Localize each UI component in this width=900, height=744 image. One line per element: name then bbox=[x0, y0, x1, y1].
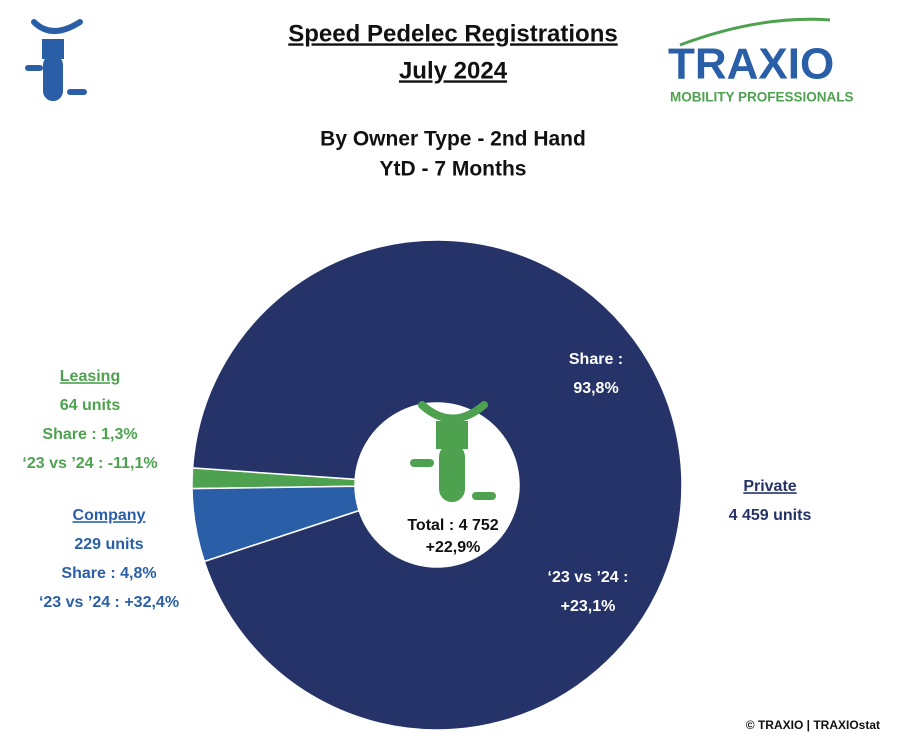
category-label: Company bbox=[73, 507, 146, 524]
value-label: 64 units bbox=[60, 397, 121, 414]
share-label: 93,8% bbox=[573, 380, 618, 397]
change-label: +23,1% bbox=[561, 598, 616, 615]
heading: YtD - 7 Months bbox=[380, 158, 527, 181]
chart-title: Speed Pedelec Registrations bbox=[288, 20, 617, 47]
share-label: Share : bbox=[569, 351, 623, 368]
pie-slice bbox=[191, 239, 683, 731]
icon-head bbox=[436, 421, 468, 449]
category-label: Private bbox=[743, 478, 796, 495]
share-label: Share : 1,3% bbox=[42, 426, 137, 443]
category-label: Leasing bbox=[60, 368, 120, 385]
value-label: 229 units bbox=[74, 536, 143, 553]
change-label: ‘23 vs ’24 : -11,1% bbox=[22, 455, 157, 472]
chart-subtitle: July 2024 bbox=[399, 57, 508, 84]
value-label: 4 459 units bbox=[729, 507, 812, 524]
total-change: +22,9% bbox=[426, 539, 481, 556]
scooter-icon bbox=[25, 19, 87, 101]
logo-swoosh bbox=[679, 17, 831, 47]
icon-handlebar bbox=[418, 401, 488, 423]
total-label: Total : 4 752 bbox=[407, 517, 498, 534]
share-label: Share : 4,8% bbox=[61, 565, 156, 582]
icon-body bbox=[439, 444, 465, 502]
center-icon bbox=[410, 401, 496, 502]
change-label: ‘23 vs ’24 : bbox=[548, 569, 629, 586]
change-label: ‘23 vs ’24 : +32,4% bbox=[39, 594, 179, 611]
logo-name: TRAXIO bbox=[668, 40, 834, 89]
footer: © TRAXIO | TRAXIOstat bbox=[746, 718, 880, 732]
heading: By Owner Type - 2nd Hand bbox=[320, 128, 586, 151]
logo-tagline: MOBILITY PROFESSIONALS bbox=[670, 90, 854, 105]
